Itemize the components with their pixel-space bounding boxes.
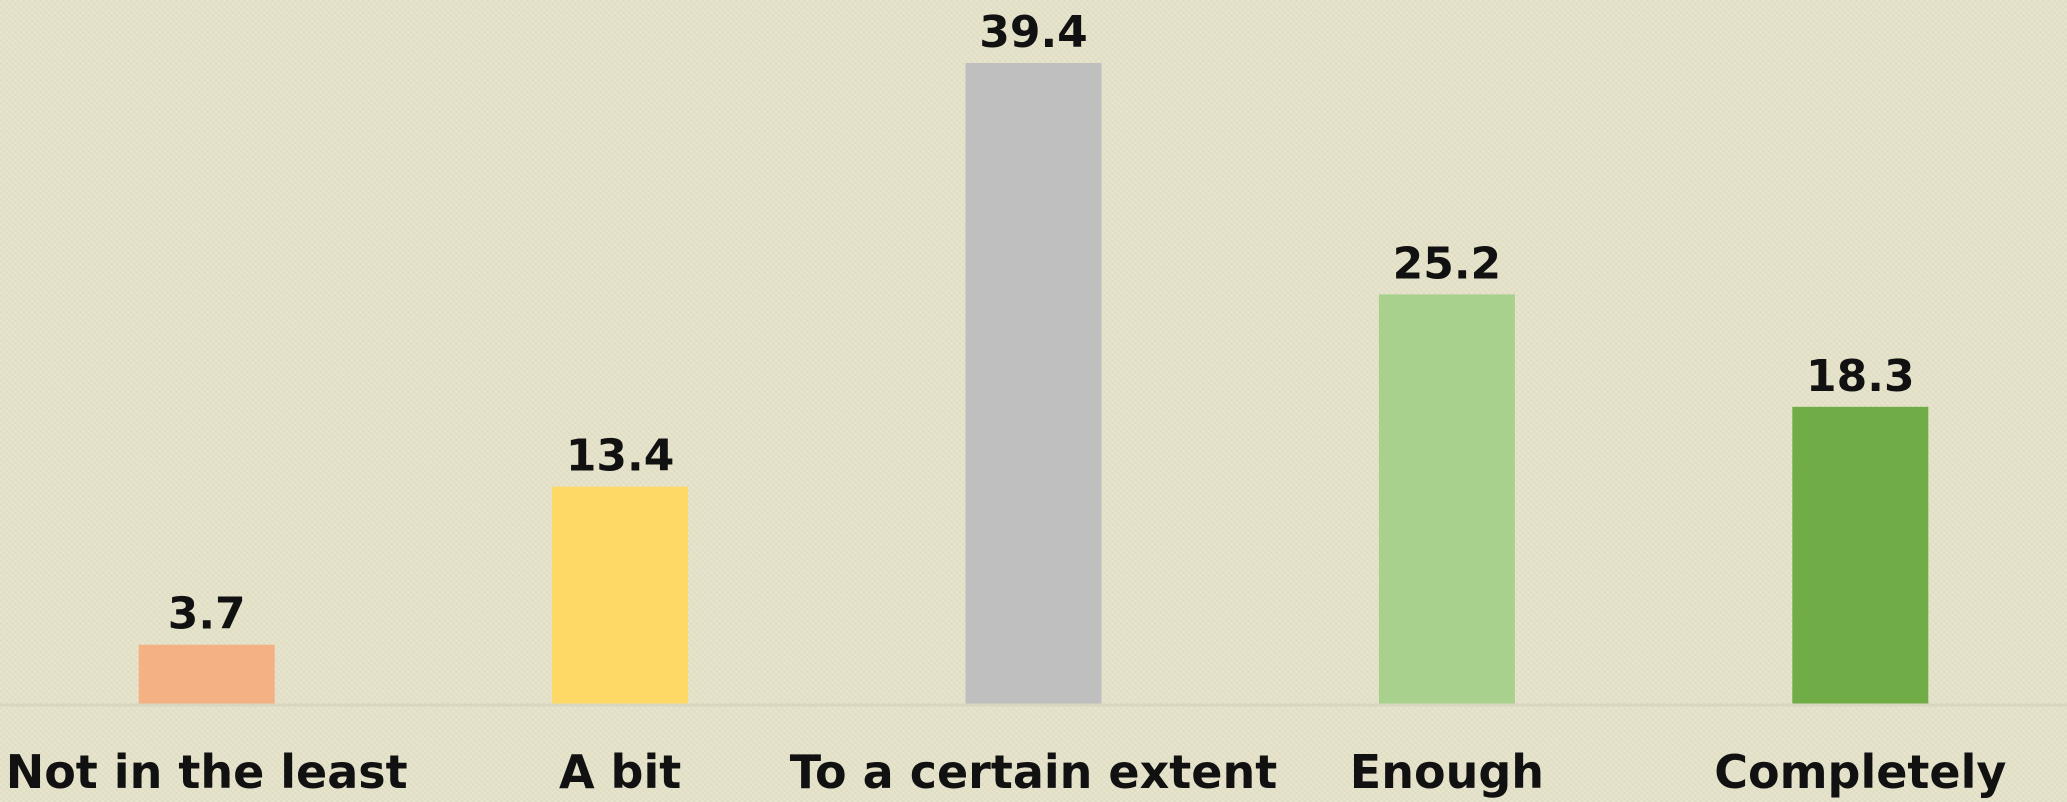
bar-3 (1378, 294, 1515, 705)
value-label-3: 25.2 (1393, 238, 1502, 289)
category-label-1: A bit (559, 745, 681, 799)
category-label-0: Not in the least (6, 745, 408, 799)
value-labels-group: 3.7 13.4 39.4 25.2 18.3 (168, 7, 1915, 640)
bar-1 (552, 486, 689, 705)
category-labels-group: Not in the least A bit To a certain extent… (6, 745, 2007, 799)
category-label-2: To a certain extent (790, 745, 1277, 799)
bar-2 (965, 63, 1102, 705)
bar-4 (1792, 406, 1929, 705)
value-label-4: 18.3 (1806, 351, 1915, 402)
category-label-3: Enough (1350, 745, 1544, 799)
bars-group (138, 63, 1929, 705)
category-label-4: Completely (1714, 745, 2006, 799)
value-label-1: 13.4 (566, 431, 675, 482)
value-label-2: 39.4 (979, 7, 1088, 58)
bar-0 (138, 644, 275, 705)
value-label-0: 3.7 (168, 589, 246, 640)
